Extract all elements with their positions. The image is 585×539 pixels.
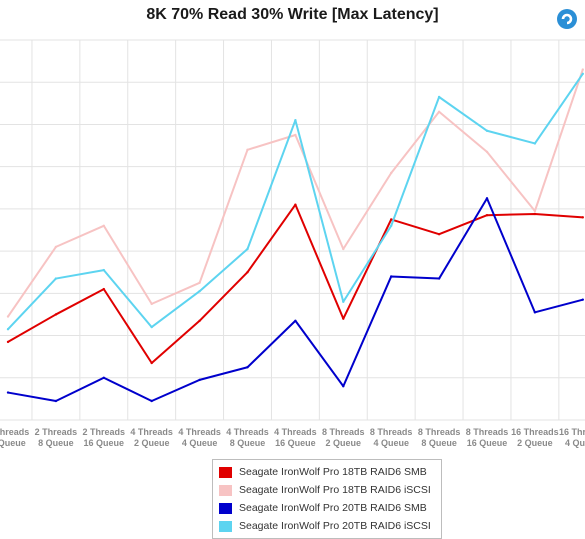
series-2-point <box>437 110 441 113</box>
x-tick-label: 8 Threads 4 Queue <box>370 427 413 448</box>
x-tick-label: 4 Threads 16 Queue <box>274 427 317 448</box>
series-1-point <box>533 212 537 216</box>
x-tick-label: 4 Threads 8 Queue <box>226 427 269 448</box>
series-3-point <box>533 311 537 314</box>
series-3-point <box>342 385 345 388</box>
legend-swatch <box>219 466 232 478</box>
legend-swatch <box>219 484 232 496</box>
series-1-point <box>198 319 201 322</box>
legend-item-2[interactable]: Seagate IronWolf Pro 18TB RAID6 iSCSI <box>213 481 441 499</box>
series-4-point <box>390 224 393 227</box>
series-1-point <box>102 287 106 291</box>
legend-label: Seagate IronWolf Pro 20TB RAID6 SMB <box>239 502 427 514</box>
series-1-point <box>390 218 393 221</box>
series-2-point <box>54 245 58 249</box>
x-tick-label: 4 Threads 4 Queue <box>178 427 221 448</box>
legend-item-3[interactable]: Seagate IronWolf Pro 20TB RAID6 SMB <box>213 499 441 517</box>
series-2-point <box>294 133 297 137</box>
series-4-point <box>54 277 58 280</box>
x-tick-label: 2 Threads 8 Queue <box>35 427 78 448</box>
series-4-point <box>581 72 584 75</box>
series-4-point <box>102 268 106 272</box>
series-4-point <box>246 247 249 251</box>
series-line-2 <box>7 69 584 318</box>
legend-swatch <box>219 502 232 514</box>
series-4-point <box>198 290 201 293</box>
series-1-point <box>150 361 153 365</box>
series-2-point <box>485 150 489 154</box>
x-tick-label: 4 Threads 2 Queue <box>130 427 173 448</box>
series-4-point <box>294 119 297 122</box>
legend-swatch <box>219 520 232 532</box>
series-4-point <box>485 129 489 132</box>
series-1-point <box>485 214 489 217</box>
series-4-point <box>342 300 345 303</box>
series-2-point <box>102 224 106 227</box>
chart-grid <box>0 39 585 421</box>
series-3-point <box>294 319 297 322</box>
series-2-point <box>342 247 345 251</box>
series-4-point <box>437 95 441 99</box>
legend-label: Seagate IronWolf Pro 18TB RAID6 SMB <box>239 466 427 478</box>
series-4-point <box>6 328 10 331</box>
series-3-point <box>150 399 153 403</box>
series-3-point <box>437 277 441 280</box>
series-1-point <box>294 203 297 206</box>
series-3-point <box>198 378 201 382</box>
series-1-point <box>246 271 249 274</box>
series-2-point <box>581 68 584 71</box>
chart-title: 8K 70% Read 30% Write [Max Latency] <box>146 6 439 23</box>
series-1-point <box>581 216 584 219</box>
x-tick-label: 8 Threads 8 Queue <box>418 427 461 448</box>
series-2-point <box>198 281 201 284</box>
x-tick-label: 8 Threads 16 Queue <box>466 427 509 448</box>
series-1-point <box>6 340 10 344</box>
series-1-point <box>437 233 441 236</box>
series-3-point <box>6 391 10 394</box>
series-4-point <box>533 142 537 145</box>
series-3-point <box>581 298 584 301</box>
legend-item-4[interactable]: Seagate IronWolf Pro 20TB RAID6 iSCSI <box>213 517 441 535</box>
series-3-point <box>54 399 58 403</box>
chart-legend: Seagate IronWolf Pro 18TB RAID6 SMB Seaga… <box>212 459 442 539</box>
series-4-point <box>150 325 153 329</box>
x-tick-label: 16 Threads 2 Queue <box>511 427 559 448</box>
series-2-point <box>533 209 537 213</box>
series-3-point <box>102 376 106 379</box>
chart-series <box>6 68 584 403</box>
legend-item-1[interactable]: Seagate IronWolf Pro 18TB RAID6 SMB <box>213 463 441 481</box>
series-line-3 <box>7 197 584 402</box>
legend-label: Seagate IronWolf Pro 20TB RAID6 iSCSI <box>239 520 431 532</box>
series-3-point <box>485 197 489 200</box>
series-line-4 <box>7 73 584 330</box>
series-3-point <box>390 275 393 278</box>
series-1-point <box>54 313 58 316</box>
storagereview-logo-icon <box>557 9 577 29</box>
series-1-point <box>342 317 345 320</box>
series-2-point <box>150 302 153 306</box>
legend-label: Seagate IronWolf Pro 18TB RAID6 iSCSI <box>239 484 431 496</box>
series-2-point <box>6 315 10 318</box>
series-2-point <box>390 171 393 175</box>
series-2-point <box>246 148 249 151</box>
x-tick-label: 2 Threads 16 Queue <box>83 427 126 448</box>
x-tick-label: 8 Threads 2 Queue <box>322 427 365 448</box>
series-line-1 <box>7 203 583 364</box>
series-3-point <box>246 366 249 369</box>
